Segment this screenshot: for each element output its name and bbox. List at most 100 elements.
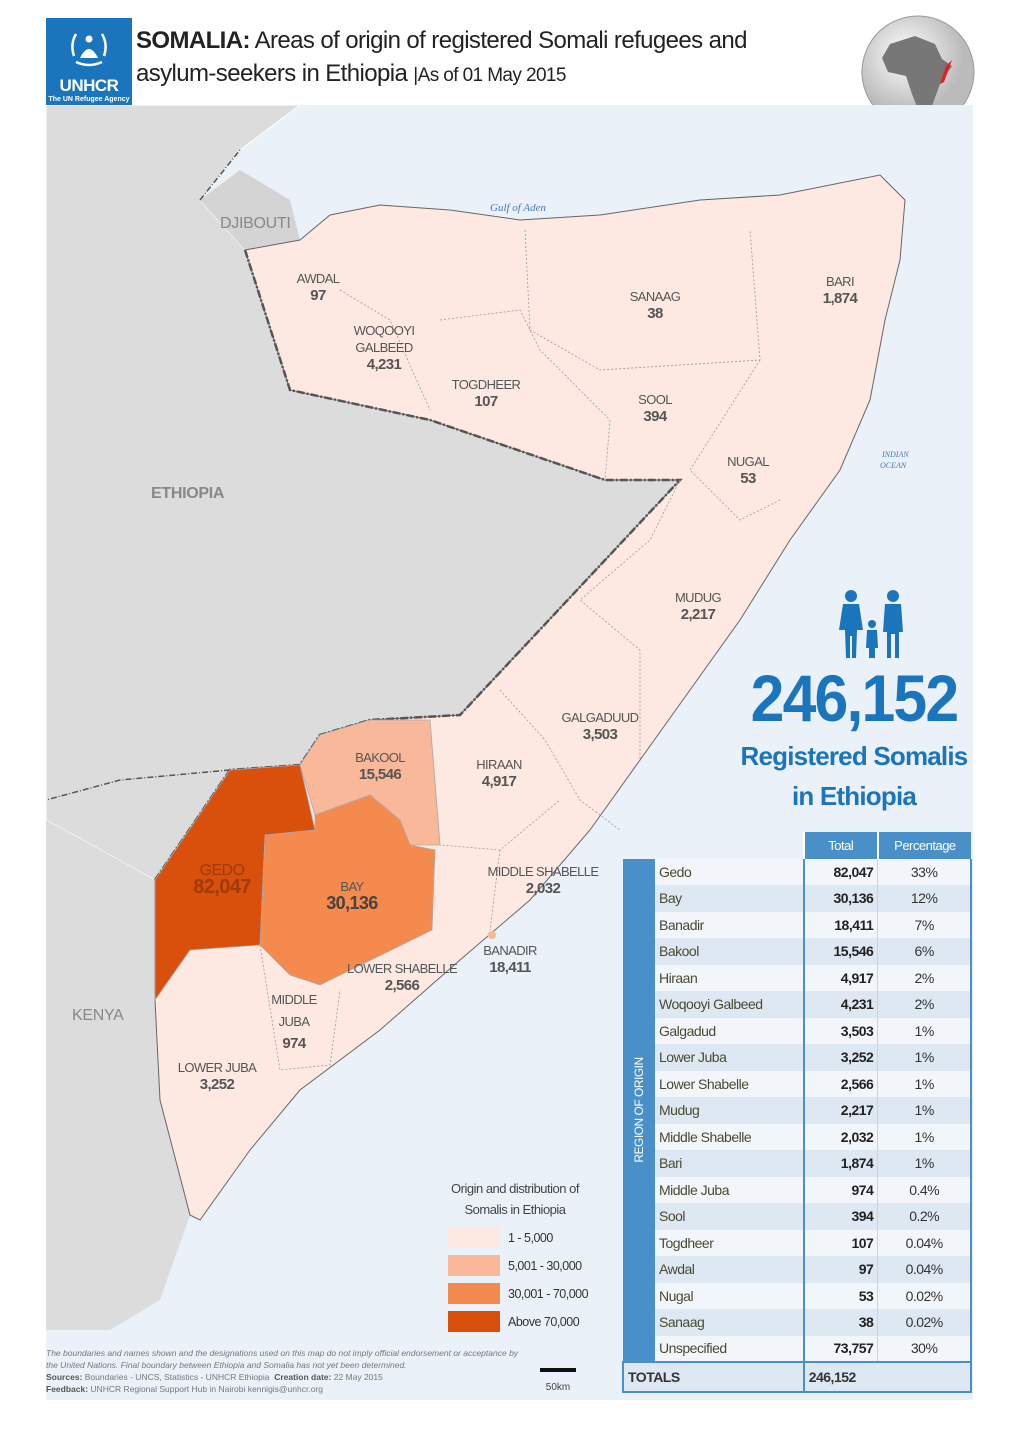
- table-row: REGION OF ORIGIN Gedo 82,047 33%: [623, 858, 973, 1362]
- region-total: 97: [802, 1256, 879, 1283]
- region-total: 15,546: [802, 938, 879, 965]
- region-label: AWDAL 97: [296, 271, 340, 304]
- table-row: Woqooyi Galbeed 4,231 2%: [623, 991, 973, 1018]
- region-total: 3,503: [802, 1017, 879, 1044]
- region-percentage: 33%: [877, 858, 973, 885]
- table-row: Togdheer 107 0.04%: [623, 1229, 973, 1256]
- region-label: MIDDLE SHABELLE 2,032: [487, 864, 600, 897]
- unhcr-emblem-icon: [71, 33, 107, 67]
- region-total: 30,136: [802, 885, 879, 912]
- ethiopia-border: [153, 249, 683, 881]
- region-label: BARI 1,874: [822, 274, 858, 307]
- table-row: Mudug 2,217 1%: [623, 1097, 973, 1124]
- region-percentage: 1%: [877, 1123, 973, 1150]
- region-name: Bari: [655, 1150, 804, 1177]
- region-label: WOQOOYI GALBEED 4,231: [353, 323, 415, 373]
- region-total: 1,874: [802, 1150, 879, 1177]
- region-percentage: 0.04%: [877, 1229, 973, 1256]
- region-label: MUDUG 2,217: [674, 590, 722, 623]
- region-percentage: 1%: [877, 1017, 973, 1044]
- region-percentage: 7%: [877, 911, 973, 938]
- totals-value: 246,152: [802, 1361, 878, 1393]
- table-row: Bay 30,136 12%: [623, 885, 973, 912]
- legend-item: Above 70,000: [420, 1311, 610, 1332]
- region-percentage: 1%: [877, 1044, 973, 1071]
- scale-bar: 50km: [540, 1368, 576, 1393]
- table-row: Lower Shabelle 2,566 1%: [623, 1070, 973, 1097]
- region-total: 73,757: [802, 1335, 879, 1362]
- family-icon: [839, 590, 903, 658]
- banadir-shape: [488, 931, 496, 939]
- legend-swatch: [448, 1283, 500, 1304]
- region-label: HIRAAN 4,917: [476, 757, 522, 790]
- region-total: 974: [802, 1176, 879, 1203]
- table-row: Bari 1,874 1%: [623, 1150, 973, 1177]
- gedo-shape: [154, 764, 316, 1002]
- region-label: BANADIR 18,411: [483, 943, 537, 976]
- region-name: Sool: [655, 1203, 804, 1230]
- header-percentage: Percentage: [876, 832, 971, 859]
- table-row: Unspecified 73,757 30%: [623, 1335, 973, 1362]
- region-total: 4,231: [802, 991, 879, 1018]
- region-name: Lower Juba: [655, 1044, 804, 1071]
- region-name: Galgadud: [655, 1017, 804, 1044]
- region-name: Togdheer: [655, 1229, 804, 1256]
- header-total: Total: [802, 832, 878, 859]
- region-name: Woqooyi Galbeed: [655, 991, 804, 1018]
- region-name: Gedo: [655, 858, 804, 885]
- region-total: 2,566: [802, 1070, 879, 1097]
- legend-item: 30,001 - 70,000: [420, 1283, 610, 1304]
- region-total: 53: [802, 1282, 879, 1309]
- table-row: Nugal 53 0.02%: [623, 1282, 973, 1309]
- region-label: MIDDLE JUBA 974: [271, 992, 317, 1052]
- region-percentage: 0.02%: [877, 1309, 973, 1336]
- legend-item: 1 - 5,000: [420, 1227, 610, 1248]
- legend-swatch: [448, 1227, 500, 1248]
- region-percentage: 0.2%: [877, 1203, 973, 1230]
- table-row: Bakool 15,546 6%: [623, 938, 973, 965]
- region-name: Middle Juba: [655, 1176, 804, 1203]
- legend-swatch: [448, 1311, 500, 1332]
- table-row: Sool 394 0.2%: [623, 1203, 973, 1230]
- table-row: Middle Juba 974 0.4%: [623, 1176, 973, 1203]
- label-ocean: OCEAN: [880, 461, 907, 470]
- region-total: 394: [802, 1203, 879, 1230]
- table-row: Galgadud 3,503 1%: [623, 1017, 973, 1044]
- region-label: BAY 30,136: [326, 879, 378, 913]
- region-name: Awdal: [655, 1256, 804, 1283]
- region-table: Total Percentage REGION OF ORIGIN Gedo 82,…: [622, 832, 973, 1393]
- totals-row: TOTALS 246,152: [622, 1361, 973, 1393]
- bay-shape: [259, 794, 436, 986]
- region-percentage: 1%: [877, 1070, 973, 1097]
- totals-label: TOTALS: [622, 1361, 804, 1393]
- region-name: Mudug: [655, 1097, 804, 1124]
- region-percentage: 1%: [877, 1097, 973, 1124]
- label-gulf-of-aden: Gulf of Aden: [490, 202, 547, 214]
- region-label: TOGDHEER 107: [451, 377, 521, 410]
- region-name: Bakool: [655, 938, 804, 965]
- region-name: Nugal: [655, 1282, 804, 1309]
- legend: Origin and distribution of Somalis in Et…: [420, 1178, 610, 1332]
- region-percentage: 0.4%: [877, 1176, 973, 1203]
- region-of-origin-label: REGION OF ORIGIN: [623, 858, 655, 1362]
- region-name: Banadir: [655, 911, 804, 938]
- region-total: 3,252: [802, 1044, 879, 1071]
- region-total: 38: [802, 1309, 879, 1336]
- region-percentage: 12%: [877, 885, 973, 912]
- region-label: BAKOOL 15,546: [355, 750, 405, 783]
- globe-locator-icon: [861, 15, 975, 129]
- region-percentage: 2%: [877, 991, 973, 1018]
- page-title: SOMALIA: Areas of origin of registered S…: [136, 27, 747, 87]
- region-percentage: 0.02%: [877, 1282, 973, 1309]
- region-percentage: 6%: [877, 938, 973, 965]
- region-total: 18,411: [802, 911, 879, 938]
- djibouti-shape: [200, 170, 300, 250]
- region-name: Hiraan: [655, 964, 804, 991]
- table-row: Sanaag 38 0.02%: [623, 1309, 973, 1336]
- region-total: 2,032: [802, 1123, 879, 1150]
- region-total: 82,047: [802, 858, 879, 885]
- table-row: Awdal 97 0.04%: [623, 1256, 973, 1283]
- region-borders: [259, 229, 781, 1071]
- region-name: Bay: [655, 885, 804, 912]
- region-label: GEDO 82,047: [193, 862, 251, 898]
